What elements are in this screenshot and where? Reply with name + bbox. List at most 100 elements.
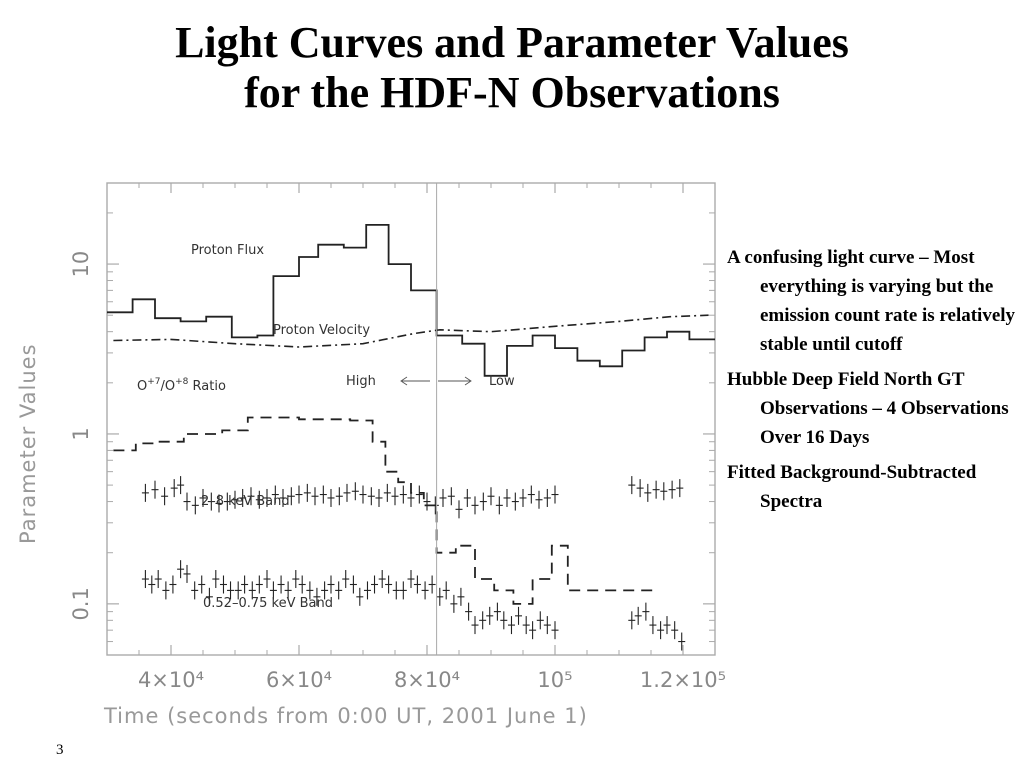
2-8-kev-band-data-point: [151, 480, 159, 499]
2-8-kev-band-data-point: [239, 488, 247, 507]
2-8-kev-band-data-point: [423, 492, 431, 511]
ticks-layer: 4×10⁴ 6×10⁴ 8×10⁴ 10⁵ 1.2×10⁵ 0.1 1 10: [69, 183, 726, 692]
0-52-0-75-kev-band-data-point: [227, 581, 235, 600]
o-7-o-8-ratio-series-line: [113, 416, 655, 605]
0-52-0-75-kev-band-data-point: [177, 560, 185, 579]
0-52-0-75-kev-band-data-point: [284, 581, 292, 600]
0-52-0-75-kev-band-data-point: [471, 616, 479, 635]
x-tick-label: 10⁵: [537, 668, 572, 692]
2-8-kev-band-data-point: [431, 496, 439, 515]
0-52-0-75-kev-band-data-point: [413, 575, 421, 594]
0-52-0-75-kev-band-data-point: [212, 570, 220, 589]
0-52-0-75-kev-band-data-point: [678, 632, 686, 651]
0-52-0-75-kev-band-data-point: [663, 616, 671, 635]
ratio-label: O+7/O+8 Ratio: [137, 377, 226, 394]
0-52-0-75-kev-band-data-point: [642, 602, 650, 621]
2-8-kev-band-data-point: [407, 488, 415, 507]
0-52-0-75-kev-band-data-point: [450, 594, 458, 613]
2-8-kev-band-data-point: [527, 485, 535, 504]
proton-flux-label: Proton Flux: [191, 243, 264, 258]
2-8-kev-band-data-point: [287, 487, 295, 506]
2-8-kev-band-data-point: [519, 488, 527, 507]
0-52-0-75-kev-band-data-point: [551, 621, 559, 640]
2-8-kev-band-data-point: [191, 496, 199, 515]
2-8-kev-band-data-point: [359, 485, 367, 504]
0-52-0-75-kev-band-data-point: [205, 587, 213, 606]
2-8-kev-band-data-point: [644, 483, 652, 502]
bullet-item: Hubble Deep Field North GT Observations …: [727, 369, 1009, 448]
0-52-0-75-kev-band-data-point: [356, 587, 364, 606]
2-8-kev-band-data-point: [141, 483, 149, 502]
0-52-0-75-kev-band-data-point: [241, 575, 249, 594]
2-8-kev-band-data-point: [463, 488, 471, 507]
0-52-0-75-kev-band-data-point: [277, 575, 285, 594]
high-label: High: [346, 374, 376, 389]
title-line-2: for the HDF-N Observations: [244, 68, 780, 117]
2-8-kev-band-data-point: [215, 494, 223, 513]
2-8-kev-band-data-point: [303, 483, 311, 502]
x-tick-label: 1.2×10⁵: [640, 668, 726, 692]
2-8-kev-band-data-point: [161, 487, 169, 506]
2-8-kev-band-data-point: [391, 487, 399, 506]
0-52-0-75-kev-band-data-point: [169, 575, 177, 594]
2-8-kev-band-data-point: [535, 490, 543, 509]
2-8-kev-band-data-point: [479, 492, 487, 511]
proton-velocity-label: Proton Velocity: [273, 323, 370, 338]
0-52-0-75-kev-band-data-point: [421, 581, 429, 600]
0-52-0-75-kev-band-data-point: [371, 575, 379, 594]
2-8-kev-band-data-point: [487, 487, 495, 506]
band-2-8-label: 2–8 keV Band: [201, 494, 290, 509]
0-52-0-75-kev-band-data-point: [543, 616, 551, 635]
2-8-kev-band-data-point: [652, 480, 660, 499]
0-52-0-75-kev-band-data-point: [198, 575, 206, 594]
low-label: Low: [489, 374, 515, 389]
2-8-kev-band-data-point: [351, 482, 359, 501]
0-52-0-75-kev-band-data-point: [263, 570, 271, 589]
x-tick-label: 4×10⁴: [138, 668, 204, 692]
y-tick-label: 1: [69, 427, 93, 440]
2-8-kev-band-data-point: [543, 488, 551, 507]
0-52-0-75-kev-band-data-point: [191, 581, 199, 600]
2-8-kev-band-data-point: [170, 479, 178, 498]
0-52-0-75-kev-band-data-point: [327, 575, 335, 594]
high-arrow-head: [400, 376, 408, 386]
2-8-kev-band-data-point: [503, 488, 511, 507]
2-8-kev-band-data-point: [676, 479, 684, 498]
y-axis-title: Parameter Values: [16, 343, 40, 544]
0-52-0-75-kev-band-data-point: [183, 564, 191, 583]
0-52-0-75-kev-band-data-point: [486, 606, 494, 625]
chart-container: 4×10⁴ 6×10⁴ 8×10⁴ 10⁵ 1.2×10⁵ 0.1 1 10 Proton F…: [0, 160, 740, 740]
0-52-0-75-kev-band-data-point: [342, 570, 350, 589]
0-52-0-75-kev-band-data-point: [436, 587, 444, 606]
proton-flux-series-line: [107, 224, 715, 377]
2-8-kev-band-data-point: [231, 490, 239, 509]
y-tick-label: 10: [69, 251, 93, 278]
0-52-0-75-kev-band-data-point: [634, 606, 642, 625]
0-52-0-75-kev-band-data-point: [292, 570, 300, 589]
plot-frame: [106, 182, 716, 656]
2-8-kev-band-data-point: [628, 476, 636, 495]
2-8-kev-band-data-point: [177, 476, 185, 495]
page-number: 3: [56, 742, 64, 758]
0-52-0-75-kev-band-data-point: [522, 616, 530, 635]
2-8-kev-band-data-point: [511, 492, 519, 511]
2-8-kev-band-data-point: [311, 487, 319, 506]
2-8-kev-band-data-point: [319, 485, 327, 504]
2-8-kev-band-data-point: [295, 485, 303, 504]
0-52-0-75-kev-band-data-point: [500, 611, 508, 630]
2-8-kev-band-data-point: [207, 492, 215, 511]
0-52-0-75-kev-band-data-point: [378, 570, 386, 589]
2-8-kev-band-data-point: [375, 488, 383, 507]
low-arrow-head: [464, 376, 472, 386]
slide-title: Light Curves and Parameter Values for th…: [0, 18, 1024, 118]
2-8-kev-band-data-point: [199, 488, 207, 507]
2-8-kev-band-data-point: [415, 485, 423, 504]
2-8-kev-band-data-point: [263, 488, 271, 507]
2-8-kev-band-data-point: [255, 490, 263, 509]
0-52-0-75-kev-band-data-point: [349, 575, 357, 594]
0-52-0-75-kev-band-data-point: [657, 621, 665, 640]
0-52-0-75-kev-band-data-point: [154, 570, 162, 589]
0-52-0-75-kev-band-data-point: [457, 587, 465, 606]
bullet-item: Fitted Background-Subtracted Spectra: [727, 462, 977, 512]
y-tick-label: 0.1: [69, 587, 93, 620]
